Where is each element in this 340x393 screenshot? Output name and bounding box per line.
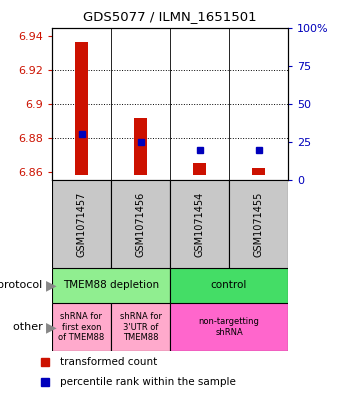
Text: protocol: protocol (0, 281, 46, 290)
Text: GDS5077 / ILMN_1651501: GDS5077 / ILMN_1651501 (83, 10, 257, 23)
Bar (52, 180, 111, 268)
Bar (170, 180, 229, 268)
Bar (134, 118, 147, 175)
Text: GSM1071456: GSM1071456 (136, 191, 146, 257)
Bar (252, 168, 265, 175)
Text: ▶: ▶ (46, 279, 57, 292)
Text: GSM1071454: GSM1071454 (194, 191, 204, 257)
Text: control: control (211, 281, 247, 290)
Text: GSM1071455: GSM1071455 (254, 191, 264, 257)
Bar (111, 180, 170, 268)
Text: non-targetting
shRNA: non-targetting shRNA (199, 317, 259, 337)
Text: shRNA for
first exon
of TMEM88: shRNA for first exon of TMEM88 (58, 312, 105, 342)
Bar (193, 163, 206, 175)
Text: TMEM88 depletion: TMEM88 depletion (63, 281, 159, 290)
Bar (170, 268, 288, 303)
Text: other: other (13, 322, 46, 332)
Bar (52, 303, 111, 351)
Text: shRNA for
3'UTR of
TMEM88: shRNA for 3'UTR of TMEM88 (119, 312, 162, 342)
Text: ▶: ▶ (46, 320, 57, 334)
Bar (111, 303, 170, 351)
Text: percentile rank within the sample: percentile rank within the sample (61, 377, 236, 387)
Bar (229, 180, 288, 268)
Bar (75, 42, 88, 175)
Text: transformed count: transformed count (61, 357, 158, 367)
Bar (170, 303, 288, 351)
Text: GSM1071457: GSM1071457 (76, 191, 86, 257)
Bar (52, 268, 170, 303)
